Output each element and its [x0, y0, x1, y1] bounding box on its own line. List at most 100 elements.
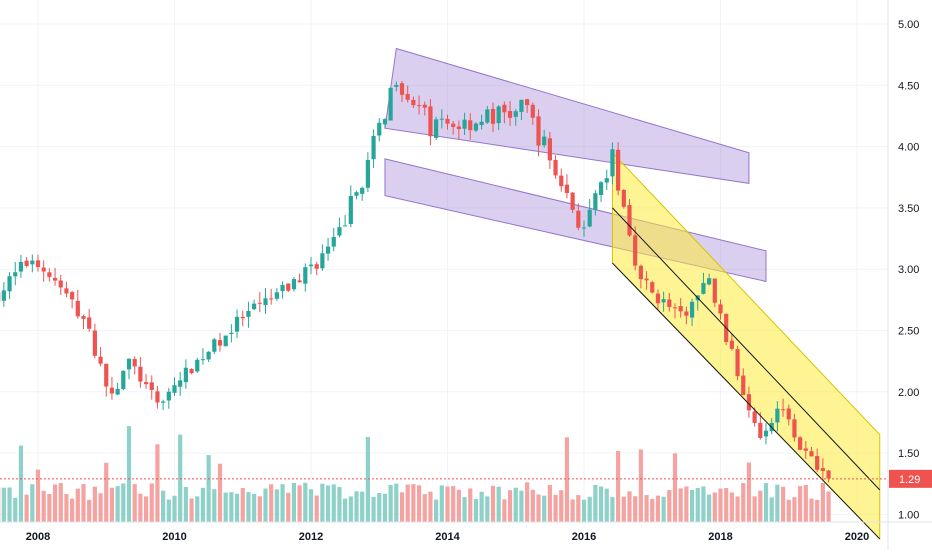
volume-bar	[781, 487, 785, 522]
candle-body	[571, 193, 575, 210]
volume-bar	[201, 488, 205, 522]
candle-body	[241, 317, 245, 318]
candle-body	[207, 352, 211, 360]
candle-body	[47, 272, 51, 277]
candle-body	[605, 178, 609, 182]
candle-body	[195, 360, 199, 372]
candle-body	[781, 409, 785, 410]
volume-bar	[787, 500, 791, 522]
volume-bar	[360, 492, 364, 522]
candle-body	[525, 99, 529, 105]
candle-body	[826, 471, 830, 479]
volume-bar	[690, 490, 694, 522]
candle-body	[161, 401, 165, 402]
candle-body	[184, 368, 188, 382]
y-tick-label: 4.50	[898, 80, 919, 92]
candle-body	[70, 292, 74, 299]
candle-body	[514, 111, 518, 117]
candle-body	[246, 311, 250, 317]
candle-body	[417, 105, 421, 106]
volume-bar	[593, 485, 597, 522]
volume-bar	[161, 491, 165, 522]
volume-bar	[246, 492, 250, 522]
volume-bar	[445, 486, 449, 522]
volume-bar	[809, 499, 813, 522]
candle-body	[25, 261, 29, 266]
volume-bar	[110, 488, 114, 522]
candle-body	[656, 294, 660, 304]
volume-bar	[121, 483, 125, 522]
candle-body	[639, 266, 643, 279]
volume-bar	[167, 500, 171, 522]
candle-body	[542, 137, 546, 146]
candle-body	[354, 192, 358, 196]
candle-body	[76, 301, 80, 316]
candle-body	[252, 304, 256, 310]
volume-bar	[457, 490, 461, 522]
candle-body	[87, 317, 91, 328]
volume-bar	[616, 451, 620, 522]
candle-body	[474, 124, 478, 131]
volume-bar	[354, 491, 358, 522]
candle-body	[320, 253, 324, 268]
volume-bar	[826, 491, 830, 522]
candle-body	[315, 264, 319, 269]
volume-bar	[343, 499, 347, 522]
candle-body	[650, 282, 654, 292]
candle-body	[2, 290, 6, 300]
volume-bar	[434, 500, 438, 522]
volume-bar	[36, 470, 40, 522]
volume-bar	[212, 489, 216, 522]
volume-bar	[195, 496, 199, 522]
candle-body	[64, 288, 68, 293]
volume-bar	[707, 495, 711, 522]
x-tick-label: 2018	[708, 531, 732, 543]
volume-bar	[298, 485, 302, 522]
volume-bar	[747, 463, 751, 522]
candle-body	[485, 109, 489, 122]
candle-body	[280, 285, 284, 291]
candle-body	[502, 105, 506, 113]
candle-body	[445, 119, 449, 124]
volume-bar	[701, 486, 705, 522]
candle-body	[121, 371, 125, 389]
candle-body	[229, 333, 233, 334]
volume-bar	[81, 484, 85, 522]
candle-body	[616, 150, 620, 191]
y-tick-label: 2.50	[898, 326, 919, 338]
y-tick-label: 3.50	[898, 203, 919, 215]
x-tick-label: 2008	[26, 531, 50, 543]
volume-bar	[25, 495, 29, 522]
candle-body	[309, 265, 313, 267]
volume-bar	[440, 485, 444, 522]
candle-body	[758, 423, 762, 438]
candle-body	[286, 283, 290, 290]
candle-body	[662, 299, 666, 302]
volume-bar	[224, 493, 228, 522]
volume-bar	[667, 490, 671, 522]
candle-body	[588, 210, 592, 227]
volume-bar	[116, 486, 120, 522]
candle-body	[269, 298, 273, 299]
last-price-label: 1.29	[899, 474, 920, 486]
volume-bar	[735, 496, 739, 522]
volume-bar	[93, 487, 97, 522]
volume-bar	[821, 483, 825, 522]
x-tick-label: 2010	[162, 531, 186, 543]
candle-body	[553, 160, 557, 175]
candle-body	[93, 331, 97, 356]
volume-bar	[582, 500, 586, 522]
volume-bar	[258, 496, 262, 522]
candle-body	[531, 105, 535, 118]
volume-bar	[218, 464, 222, 522]
candle-body	[582, 228, 586, 229]
candle-body	[178, 380, 182, 386]
volume-bar	[713, 492, 717, 522]
y-tick-label: 4.00	[898, 142, 919, 154]
volume-bar	[656, 496, 660, 522]
candle-body	[150, 382, 154, 390]
candle-body	[701, 283, 705, 294]
volume-bar	[138, 494, 142, 522]
